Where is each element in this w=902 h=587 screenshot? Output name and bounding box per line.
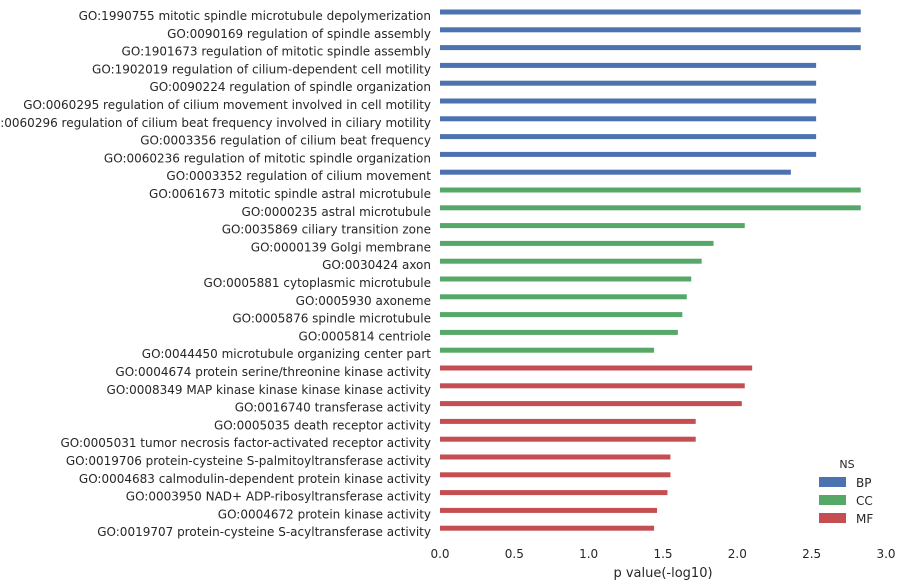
- bar-mf: [440, 507, 658, 513]
- bar-mf: [440, 383, 745, 389]
- bar-bp: [440, 80, 817, 86]
- category-label: GO:0008349 MAP kinase kinase kinase kina…: [107, 383, 431, 397]
- bar-cc: [440, 312, 683, 318]
- bar-cc: [440, 258, 702, 264]
- bar-mf: [440, 525, 655, 531]
- legend-swatch-mf: [819, 513, 846, 523]
- bar-bp: [440, 116, 817, 122]
- category-label: GO:0005881 cytoplasmic microtubule: [204, 276, 431, 290]
- category-label: GO:0005031 tumor necrosis factor-activat…: [60, 436, 431, 450]
- category-label: GO:0003352 regulation of cilium movement: [166, 169, 431, 183]
- x-tick-label: 3.0: [876, 547, 895, 561]
- x-tick-label: 2.0: [728, 547, 747, 561]
- category-label: GO:1990755 mitotic spindle microtubule d…: [79, 9, 431, 23]
- x-tick-label: 0.5: [505, 547, 524, 561]
- category-label: GO:0000139 Golgi membrane: [251, 240, 431, 254]
- bar-cc: [440, 240, 714, 246]
- x-axis-label: p value(-log10): [613, 566, 712, 581]
- category-label: GO:0019706 protein-cysteine S-palmitoylt…: [66, 454, 431, 468]
- bar-cc: [440, 187, 861, 193]
- x-tick-label: 0.0: [430, 547, 449, 561]
- category-labels: GO:1990755 mitotic spindle microtubule d…: [0, 9, 431, 539]
- bar-mf: [440, 365, 753, 371]
- category-label: GO:0090224 regulation of spindle organiz…: [149, 80, 431, 94]
- bar-mf: [440, 472, 671, 478]
- bar-bp: [440, 27, 861, 33]
- category-label: GO:1901673 regulation of mitotic spindle…: [122, 45, 431, 59]
- bar-mf: [440, 401, 742, 407]
- category-label: GO:0060295 regulation of cilium movement…: [23, 98, 431, 112]
- category-label: GO:0061673 mitotic spindle astral microt…: [149, 187, 431, 201]
- bar-bp: [440, 45, 861, 51]
- category-label: GO:0003356 regulation of cilium beat fre…: [140, 134, 431, 148]
- category-label: GO:0005876 spindle microtubule: [232, 312, 431, 326]
- x-tick-label: 1.0: [579, 547, 598, 561]
- bars: [440, 9, 861, 531]
- bar-bp: [440, 134, 817, 140]
- category-label: GO:0035869 ciliary transition zone: [222, 223, 431, 237]
- category-label: GO:0005814 centriole: [299, 329, 431, 343]
- legend-swatch-bp: [819, 477, 846, 487]
- category-label: GO:0005035 death receptor activity: [214, 418, 431, 432]
- bar-mf: [440, 436, 696, 442]
- bar-cc: [440, 329, 678, 335]
- bar-cc: [440, 276, 692, 282]
- bar-bp: [440, 151, 817, 157]
- category-label: GO:0004674 protein serine/threonine kina…: [115, 365, 431, 379]
- legend-label-bp: BP: [856, 476, 871, 490]
- bar-mf: [440, 490, 668, 496]
- category-label: GO:1902019 regulation of cilium-dependen…: [92, 62, 431, 76]
- bar-bp: [440, 98, 817, 104]
- bar-cc: [440, 223, 745, 229]
- legend-swatch-cc: [819, 495, 846, 505]
- x-tick-label: 2.5: [802, 547, 821, 561]
- category-label: GO:0000235 astral microtubule: [242, 205, 431, 219]
- legend-label-mf: MF: [856, 512, 873, 526]
- category-label: GO:0090169 regulation of spindle assembl…: [167, 27, 431, 41]
- x-tick-label: 1.5: [653, 547, 672, 561]
- legend: NS BP CC MF: [819, 458, 873, 526]
- legend-title: NS: [839, 458, 854, 471]
- bar-bp: [440, 9, 861, 15]
- category-label: GO:0005930 axoneme: [296, 294, 431, 308]
- bar-bp: [440, 169, 791, 175]
- category-label: GO:0003950 NAD+ ADP-ribosyltransferase a…: [126, 490, 431, 504]
- category-label: GO:0044450 microtubule organizing center…: [142, 347, 432, 361]
- category-label: GO:0004683 calmodulin-dependent protein …: [79, 472, 431, 486]
- bar-mf: [440, 454, 671, 460]
- category-label: GO:0016740 transferase activity: [235, 401, 431, 415]
- category-label: GO:0030424 axon: [322, 258, 431, 272]
- legend-label-cc: CC: [856, 494, 873, 508]
- x-axis-ticks: 0.0 0.5 1.0 1.5 2.0 2.5 3.0: [430, 547, 895, 561]
- category-label: GO:0004672 protein kinase activity: [218, 507, 431, 521]
- bar-cc: [440, 205, 861, 211]
- category-label: GO:0060296 regulation of cilium beat fre…: [0, 116, 431, 130]
- category-label: GO:0019707 protein-cysteine S-acyltransf…: [97, 525, 431, 539]
- bar-cc: [440, 294, 687, 300]
- bar-cc: [440, 347, 655, 353]
- bar-bp: [440, 62, 817, 68]
- category-label: GO:0060236 regulation of mitotic spindle…: [104, 151, 431, 165]
- bar-mf: [440, 418, 696, 424]
